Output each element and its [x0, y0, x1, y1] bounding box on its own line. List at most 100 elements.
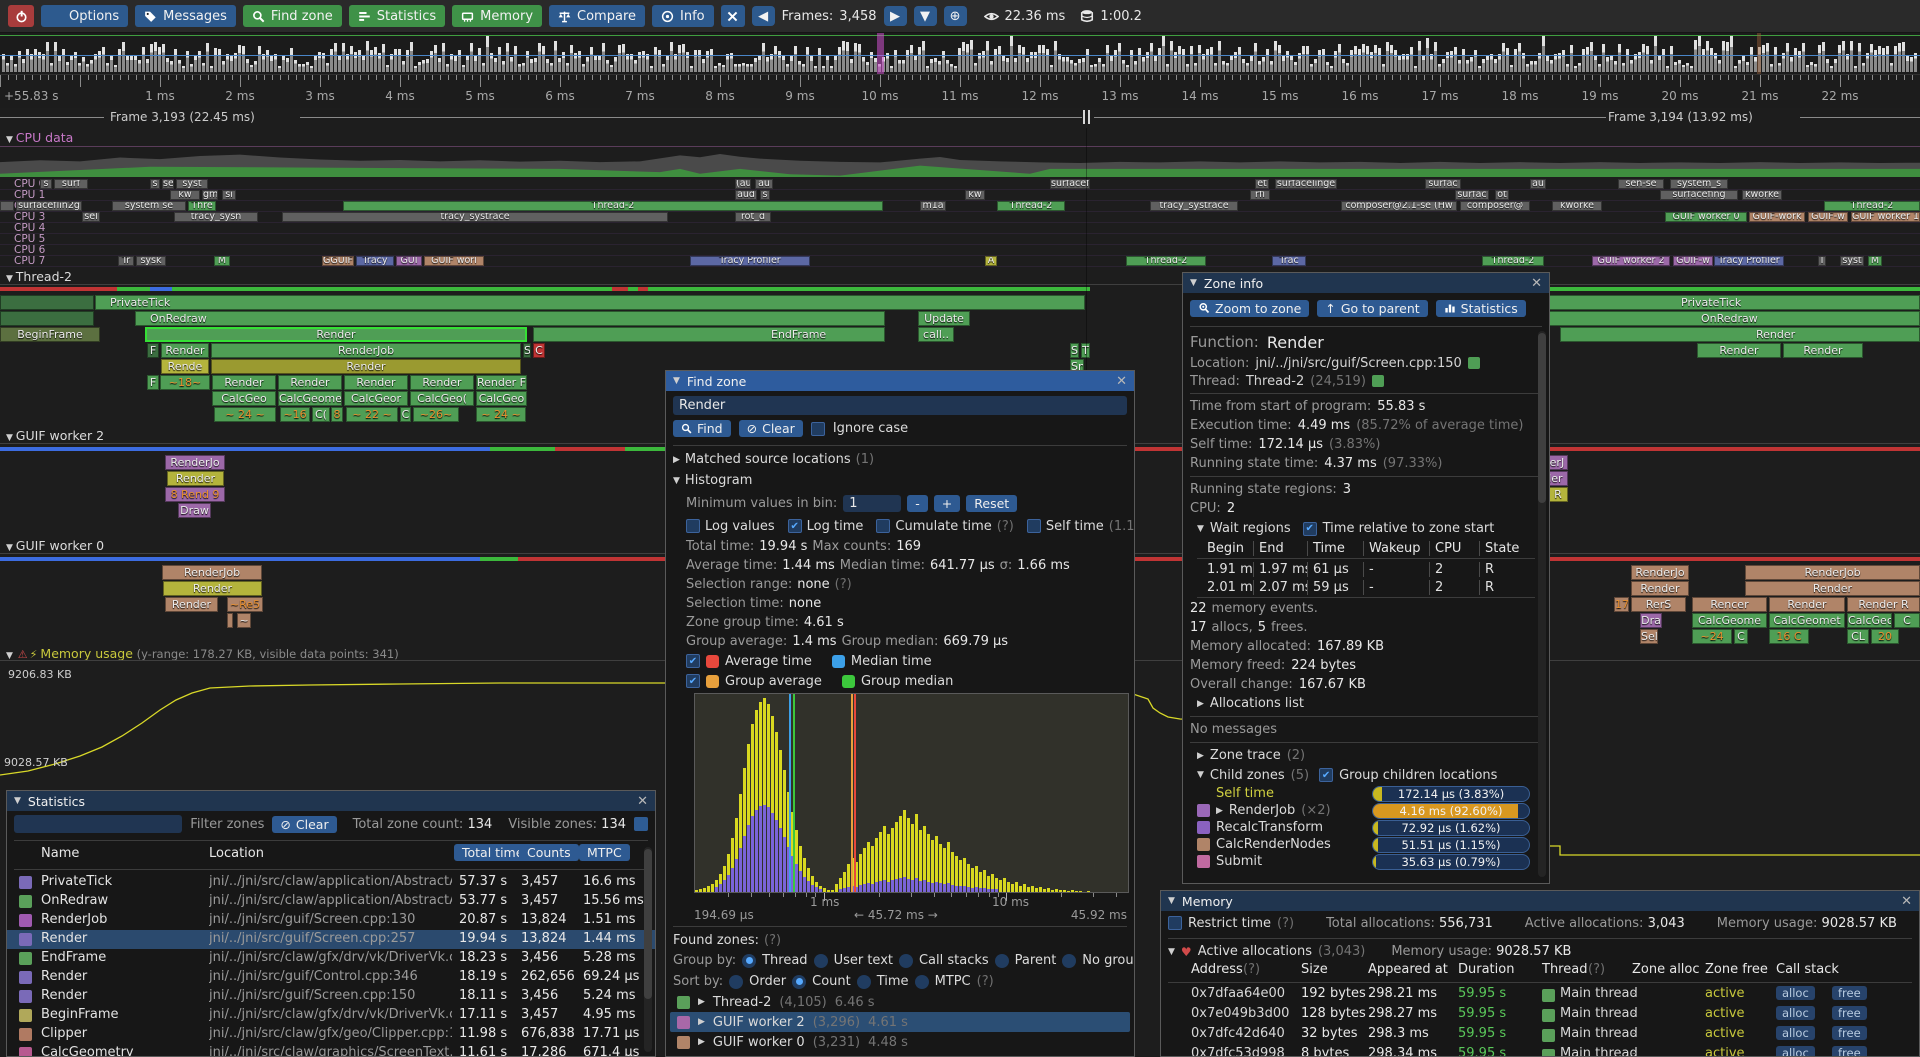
timeline-zone[interactable]: composer@2.1-se (Hw — [1341, 201, 1457, 211]
timeline-zone[interactable]: Thre — [188, 201, 216, 211]
close-icon[interactable]: ✕ — [637, 793, 648, 809]
find-zone-titlebar[interactable]: ▼ Find zone ✕ — [666, 371, 1134, 391]
timeline-zone[interactable]: Tracy — [356, 256, 394, 266]
timeline-zone[interactable]: 17 — [1614, 597, 1629, 612]
timeline-zone[interactable]: surfaceflin2g — [16, 201, 82, 211]
power-button[interactable] — [8, 5, 34, 27]
free-callstack-button[interactable]: free — [1832, 986, 1867, 1000]
options-button[interactable]: Options — [41, 5, 129, 27]
timeline-zone[interactable]: Tracy Profiler — [1714, 256, 1784, 266]
timeline-zone[interactable]: ~24 — [1692, 629, 1732, 644]
free-callstack-button[interactable]: free — [1832, 1046, 1867, 1056]
timeline-zone[interactable]: syst — [176, 179, 208, 189]
timeline-zone[interactable]: RerS — [1631, 597, 1686, 612]
log-time-checkbox[interactable]: ✔ — [787, 519, 802, 533]
timeline-zone[interactable]: RenderJo — [165, 455, 225, 470]
timeline-zone[interactable]: CalcGeo — [1847, 613, 1892, 628]
expand-icon[interactable]: ▶ — [698, 997, 705, 1007]
table-row[interactable]: CalcGeometry jni/../jni/src/claw/graphics… — [7, 1044, 655, 1056]
timeline-zone[interactable]: Render — [211, 359, 521, 374]
frame-labels-row[interactable]: Frame 3,193 (22.45 ms) Frame 3,194 (13.92… — [0, 107, 1920, 128]
timeline-zone[interactable]: Render — [145, 327, 527, 342]
timeline-zone[interactable]: Render — [161, 343, 209, 358]
memory-table-row[interactable]: 0x7dfc42d640 32 bytes 298.3 ms 59.95 s Main … — [1161, 1026, 1919, 1046]
timeline-zone[interactable]: A — [985, 256, 997, 266]
timeline-zone[interactable]: Render — [163, 581, 262, 596]
timeline-zone[interactable]: 8 — [331, 407, 343, 422]
section-header[interactable]: ▼ ⚠ ⚡ Memory usage (y-range: 178.27 KB, vi… — [6, 646, 399, 661]
group-by-radio[interactable] — [898, 953, 913, 968]
timeline-zone[interactable]: GUIF worker 1 — [1851, 212, 1920, 222]
timeline-zone[interactable]: RenderJob — [211, 343, 521, 358]
timeline-zone[interactable]: OnRedraw — [135, 311, 885, 326]
timeline-zone[interactable]: Render R — [1847, 597, 1920, 612]
timeline-zone[interactable] — [227, 613, 233, 628]
timeline-zone[interactable]: F — [147, 375, 159, 390]
timeline-zone[interactable]: gm — [202, 190, 218, 200]
timeline-zone[interactable]: RenderJob — [162, 565, 262, 580]
timeline-zone[interactable]: Render — [1783, 343, 1863, 358]
timeline-zone[interactable]: ~26~ — [413, 407, 459, 422]
memory-titlebar[interactable]: ▼ Memory ✕ — [1161, 891, 1919, 911]
memory-button[interactable]: Memory — [452, 5, 543, 27]
next-frame-button[interactable]: ▶ — [883, 6, 907, 26]
timeline-zone[interactable]: OnRedraw — [1520, 311, 1920, 326]
timeline-zone[interactable]: ~ — [237, 613, 251, 628]
section-header[interactable]: ▼ GUIF worker 2 — [6, 428, 104, 443]
timeline-zone[interactable]: C — [533, 343, 545, 358]
sort-total-time-button[interactable]: Total time — [454, 844, 526, 861]
section-header[interactable]: ▼ CPU data — [6, 130, 73, 145]
timeline-zone[interactable]: tracy_systrace — [282, 212, 668, 222]
collapse-icon[interactable]: ▼ — [1168, 896, 1175, 906]
timeline-zone[interactable]: C — [1894, 613, 1920, 628]
timeline-zone[interactable]: RenderJob — [1745, 565, 1920, 580]
reset-button[interactable]: Reset — [966, 494, 1018, 512]
restrict-time-checkbox[interactable] — [1168, 916, 1182, 930]
expand-icon[interactable]: ▶ — [698, 1037, 705, 1047]
timeline-zone[interactable]: Render — [410, 375, 474, 390]
collapse-icon[interactable]: ▼ — [14, 796, 21, 806]
timeline-zone[interactable]: Update — [918, 311, 970, 326]
timeline-zone[interactable]: surf — [54, 179, 88, 189]
zone-trace-header[interactable]: ▶ Zone trace (2) — [1183, 746, 1549, 765]
timeline-zone[interactable]: PrivateTick — [95, 295, 1085, 310]
timeline-zone[interactable]: surfacelinge — [1275, 179, 1337, 189]
log-values-checkbox[interactable] — [686, 519, 700, 533]
expand-icon[interactable]: ▶ — [1197, 750, 1204, 761]
timeline-zone[interactable]: BeginFrame — [0, 327, 100, 342]
frame-label-left[interactable]: Frame 3,193 (22.45 ms) — [110, 110, 255, 124]
alloc-callstack-button[interactable]: alloc — [1776, 1046, 1815, 1056]
collapse-icon[interactable]: ▼ — [1197, 523, 1204, 534]
find-zone-button[interactable]: Find zone — [242, 5, 342, 27]
table-row[interactable]: PrivateTick jni/../jni/src/claw/applicati… — [7, 873, 655, 892]
timeline-zone[interactable]: Thread-2 — [1824, 201, 1920, 211]
timeline-zone[interactable]: Render — [1560, 327, 1920, 342]
timeline-zone[interactable]: surfac — [1425, 179, 1461, 189]
expand-frames-button[interactable]: ▼ — [913, 6, 937, 26]
timeline-zone[interactable]: GGUIF — [322, 256, 354, 266]
sort-by-radio[interactable] — [914, 974, 929, 989]
find-zone-search-input[interactable]: Render — [673, 396, 1127, 415]
scrollbar[interactable] — [644, 847, 652, 1052]
timeline-zone[interactable]: au — [1530, 179, 1546, 189]
timeline-zone[interactable] — [0, 295, 94, 310]
timeline-zone[interactable]: surfacefing — [1660, 190, 1738, 200]
collapse-icon[interactable]: ▼ — [6, 433, 16, 443]
sort-mtpc-button[interactable]: MTPC — [579, 844, 630, 861]
timeline-zone[interactable]: kw — [965, 190, 985, 200]
go-to-parent-button[interactable]: ↑ Go to parent — [1317, 299, 1428, 317]
expand-icon[interactable]: ▶ — [1216, 805, 1223, 816]
min-bin-input[interactable]: 1 — [843, 494, 902, 512]
self-time-checkbox[interactable] — [1026, 519, 1041, 533]
timeline-zone[interactable]: GUIF worl — [424, 256, 484, 266]
free-callstack-button[interactable]: free — [1832, 1006, 1867, 1020]
timeline-zone[interactable]: sysk — [136, 256, 166, 266]
alloc-callstack-button[interactable]: alloc — [1776, 1006, 1815, 1020]
alloc-callstack-button[interactable]: alloc — [1776, 1026, 1815, 1040]
timeline-zone[interactable]: GUIF-w — [1808, 212, 1848, 222]
timeline-zone[interactable] — [0, 311, 94, 326]
timeline-zone[interactable]: CalcGeome — [278, 391, 342, 406]
timeline-zone[interactable]: Thread-2 — [343, 201, 883, 211]
timeline-zone[interactable]: GUIF worker 0 — [1665, 212, 1747, 222]
